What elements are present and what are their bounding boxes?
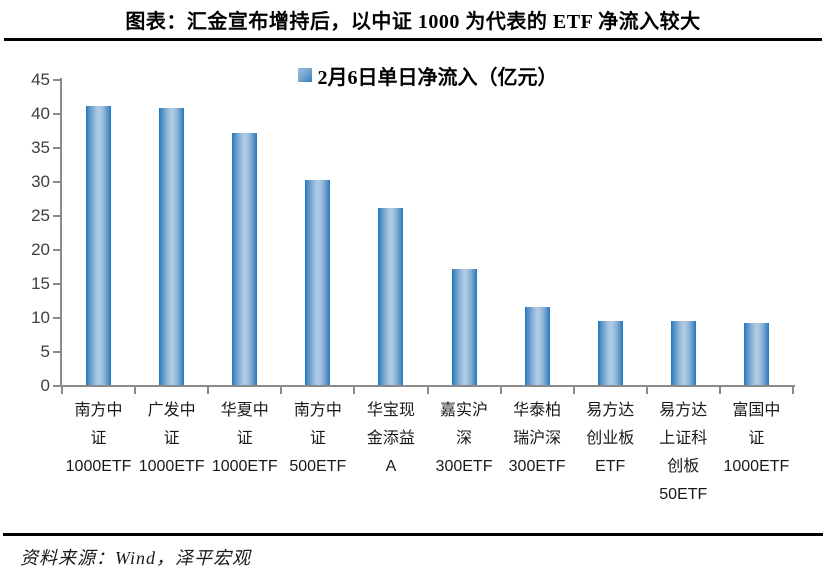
chart-title: 图表：汇金宣布增持后，以中证 1000 为代表的 ETF 净流入较大 bbox=[125, 11, 701, 33]
legend-color-swatch-icon bbox=[297, 68, 312, 82]
x-axis-tick bbox=[572, 387, 575, 394]
x-axis-tick bbox=[353, 387, 356, 394]
y-axis-tick bbox=[53, 385, 60, 387]
x-axis-tick bbox=[792, 387, 794, 394]
x-axis-tick bbox=[280, 387, 283, 394]
y-axis-tick bbox=[53, 181, 60, 183]
x-category-label: 南方中 证 1000ETF bbox=[65, 402, 132, 475]
y-axis-tick-label: 35 bbox=[31, 138, 50, 157]
x-axis-category-labels: 南方中 证 1000ETF 广发中 证 1000ETF 华夏中 证 1000ETF 南… bbox=[62, 397, 793, 509]
y-axis-tick-label: 0 bbox=[40, 376, 50, 395]
y-axis-tick-label: 40 bbox=[31, 104, 50, 123]
y-axis-line bbox=[60, 78, 62, 387]
y-axis-tick bbox=[53, 113, 60, 115]
x-category-label: 易方达 上证科 创板 50ETF bbox=[659, 402, 708, 503]
x-axis-tick bbox=[61, 387, 63, 394]
x-axis-tick bbox=[207, 387, 210, 394]
x-category-label: 广发中 证 1000ETF bbox=[138, 402, 205, 475]
y-axis-tick bbox=[53, 79, 60, 81]
x-category-label: 嘉实沪 深 300ETF bbox=[435, 402, 493, 475]
y-axis-tick bbox=[53, 147, 60, 149]
x-category-label: 易方达 创业板 ETF bbox=[586, 402, 635, 475]
x-category-label: 富国中 证 1000ETF bbox=[723, 402, 790, 475]
x-axis-tick bbox=[134, 387, 137, 394]
bar-南方中证500ETF bbox=[305, 179, 331, 385]
bar-易方达上证科创板50ETF bbox=[670, 321, 696, 385]
x-category-label: 南方中 证 500ETF bbox=[289, 402, 347, 475]
y-axis-tick bbox=[53, 249, 60, 251]
x-category-label: 华宝现 金添益 A bbox=[366, 402, 415, 475]
y-axis-tick-label: 20 bbox=[31, 240, 50, 259]
y-axis-tick-label: 30 bbox=[31, 172, 50, 191]
chart-legend: 2月6日单日净流入（亿元） bbox=[62, 63, 793, 89]
y-axis-tick-label: 15 bbox=[31, 274, 50, 293]
x-category-label: 华夏中 证 1000ETF bbox=[211, 402, 278, 475]
y-axis-tick bbox=[53, 351, 60, 353]
bar-嘉实沪深300ETF bbox=[451, 269, 477, 385]
x-axis-tick bbox=[718, 387, 721, 394]
y-axis-tick bbox=[53, 215, 60, 217]
footer-divider-rule bbox=[3, 533, 823, 536]
bar-华夏中证1000ETF bbox=[232, 132, 258, 385]
bar-华宝现金添益A bbox=[378, 208, 404, 385]
bar-广发中证1000ETF bbox=[159, 108, 185, 385]
bar-富国中证1000ETF bbox=[743, 323, 769, 385]
y-axis-tick bbox=[53, 283, 60, 285]
y-axis-tick-label: 25 bbox=[31, 206, 50, 225]
bar-易方达创业板ETF bbox=[597, 321, 623, 385]
x-axis-tick bbox=[499, 387, 502, 394]
x-axis-tick bbox=[645, 387, 648, 394]
y-axis-tick-label: 45 bbox=[31, 70, 50, 89]
y-axis-tick-label: 5 bbox=[40, 342, 50, 361]
title-divider-rule bbox=[4, 38, 822, 41]
y-axis-tick bbox=[53, 317, 60, 319]
y-axis-tick-label: 10 bbox=[31, 308, 50, 327]
bar-华泰柏瑞沪深300ETF bbox=[524, 307, 550, 385]
data-source-note: 资料来源：Wind，泽平宏观 bbox=[20, 548, 252, 568]
x-axis-tick bbox=[426, 387, 429, 394]
x-axis-line bbox=[60, 385, 795, 387]
legend-label: 2月6日单日净流入（亿元） bbox=[317, 66, 558, 89]
x-category-label: 华泰柏 瑞沪深 300ETF bbox=[508, 402, 566, 475]
bar-南方中证1000ETF bbox=[86, 105, 112, 385]
